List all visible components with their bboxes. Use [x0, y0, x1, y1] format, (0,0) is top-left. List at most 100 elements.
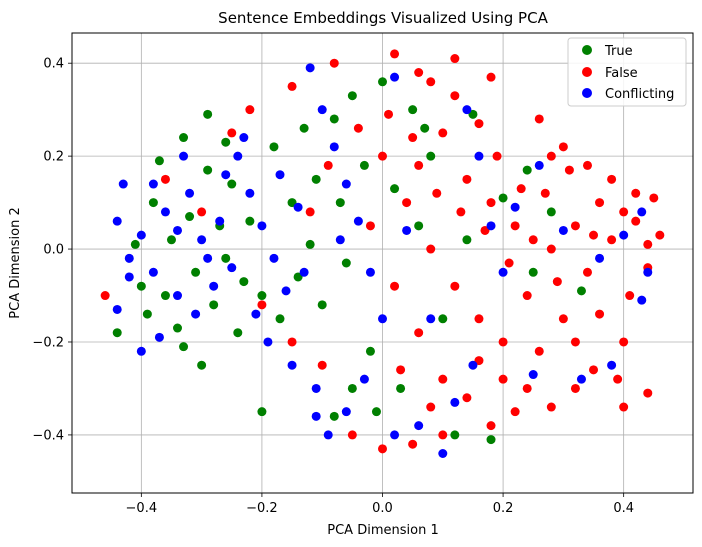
point-false: [329, 58, 339, 68]
point-true: [408, 105, 418, 115]
point-conflicting: [607, 360, 617, 370]
point-conflicting: [185, 188, 195, 198]
point-false: [546, 244, 556, 254]
point-conflicting: [558, 225, 568, 235]
point-false: [619, 337, 629, 347]
point-true: [486, 435, 496, 445]
point-true: [305, 239, 315, 249]
point-false: [534, 114, 544, 124]
y-tick-label: 0.0: [43, 243, 64, 258]
point-conflicting: [233, 151, 243, 161]
point-false: [589, 230, 599, 240]
point-conflicting: [191, 309, 201, 319]
point-false: [474, 314, 484, 324]
point-false: [546, 151, 556, 161]
point-conflicting: [227, 263, 237, 273]
point-true: [154, 156, 164, 166]
point-false: [595, 198, 605, 208]
point-conflicting: [498, 267, 508, 277]
point-conflicting: [160, 207, 170, 217]
point-false: [619, 402, 629, 412]
point-conflicting: [269, 253, 279, 263]
point-true: [148, 198, 158, 208]
point-false: [365, 221, 375, 231]
point-conflicting: [197, 235, 207, 245]
point-false: [625, 291, 635, 301]
point-conflicting: [335, 235, 345, 245]
point-conflicting: [462, 105, 472, 115]
point-conflicting: [474, 151, 484, 161]
y-tick-label: 0.2: [43, 150, 64, 165]
point-false: [197, 207, 207, 217]
point-false: [353, 123, 363, 133]
point-false: [390, 49, 400, 59]
point-conflicting: [263, 337, 273, 347]
point-false: [558, 142, 568, 152]
point-conflicting: [390, 72, 400, 82]
point-conflicting: [221, 170, 231, 180]
point-false: [414, 328, 424, 338]
point-true: [130, 239, 140, 249]
point-true: [191, 267, 201, 277]
point-conflicting: [341, 407, 351, 417]
point-false: [582, 160, 592, 170]
point-false: [504, 258, 514, 268]
legend-box: [567, 37, 687, 107]
point-false: [414, 160, 424, 170]
point-false: [474, 119, 484, 129]
point-conflicting: [112, 304, 122, 314]
point-conflicting: [426, 314, 436, 324]
point-true: [335, 198, 345, 208]
point-conflicting: [365, 267, 375, 277]
point-true: [275, 314, 285, 324]
point-true: [257, 407, 267, 417]
point-true: [347, 383, 357, 393]
point-true: [365, 346, 375, 356]
point-true: [179, 133, 189, 143]
point-false: [570, 383, 580, 393]
x-tick-label: −0.4: [126, 501, 158, 516]
point-conflicting: [179, 151, 189, 161]
point-conflicting: [209, 281, 219, 291]
point-conflicting: [486, 221, 496, 231]
point-conflicting: [468, 360, 478, 370]
point-false: [402, 198, 412, 208]
point-false: [631, 216, 641, 226]
point-false: [390, 281, 400, 291]
point-conflicting: [353, 216, 363, 226]
legend-label-conflicting: Conflicting: [605, 87, 674, 102]
point-true: [396, 383, 406, 393]
point-true: [438, 314, 448, 324]
point-true: [522, 165, 532, 175]
point-true: [341, 258, 351, 268]
point-conflicting: [287, 360, 297, 370]
point-true: [227, 179, 237, 189]
point-conflicting: [136, 230, 146, 240]
scatter-points: [100, 49, 665, 459]
point-false: [522, 291, 532, 301]
point-false: [631, 188, 641, 198]
point-false: [378, 151, 387, 161]
point-false: [643, 388, 653, 398]
point-false: [414, 67, 424, 77]
point-false: [649, 193, 659, 203]
point-conflicting: [148, 267, 158, 277]
point-false: [607, 235, 617, 245]
chart-title: Sentence Embeddings Visualized Using PCA: [218, 9, 548, 27]
point-false: [486, 198, 496, 208]
point-false: [582, 267, 592, 277]
point-false: [450, 54, 460, 64]
point-conflicting: [534, 160, 544, 170]
point-conflicting: [341, 179, 351, 189]
point-conflicting: [173, 291, 183, 301]
point-false: [347, 430, 357, 440]
point-true: [185, 212, 195, 222]
point-true: [209, 300, 219, 310]
y-tick-label: −0.4: [32, 428, 64, 443]
point-true: [233, 328, 243, 338]
point-false: [564, 165, 574, 175]
point-true: [311, 174, 321, 184]
point-conflicting: [643, 267, 653, 277]
point-conflicting: [378, 314, 387, 324]
